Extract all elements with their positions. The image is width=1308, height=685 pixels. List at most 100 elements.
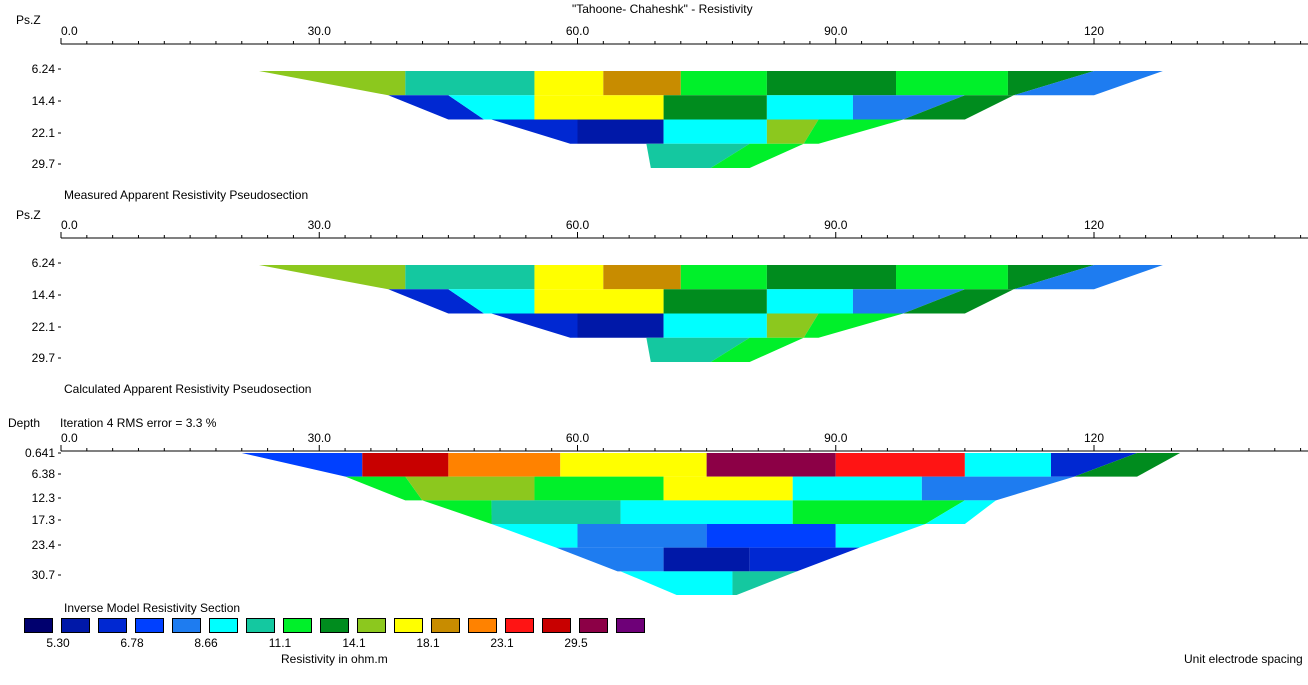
section-cell <box>896 265 1008 290</box>
x-tick-label: 60.0 <box>566 24 590 38</box>
section-2 <box>258 265 1163 362</box>
legend-swatch <box>209 618 238 633</box>
section-cell <box>964 453 1051 477</box>
section-cell <box>852 289 965 314</box>
section-cell <box>577 524 707 548</box>
section-cell <box>646 337 750 362</box>
section-cell <box>766 119 819 144</box>
y-tick-label: 0.641 <box>25 446 55 460</box>
y-tick-label: 14.4 <box>32 94 56 108</box>
section-cell <box>663 289 767 314</box>
x-tick-label: 0.0 <box>61 431 78 445</box>
legend-title: Resistivity in ohm.m <box>281 652 388 666</box>
iteration-text: Iteration 4 RMS error = 3.3 % <box>60 416 217 430</box>
y-tick-label: 23.4 <box>32 538 56 552</box>
legend-swatch <box>468 618 497 633</box>
x-tick-label: 120 <box>1084 431 1104 445</box>
section-cell <box>766 95 853 120</box>
y-tick-label: 29.7 <box>32 351 56 365</box>
panel1-caption: Measured Apparent Resistivity Pseudosect… <box>64 188 309 202</box>
section-cell <box>491 313 578 338</box>
section-cell <box>803 313 904 338</box>
section-cell <box>258 265 406 290</box>
section-cell <box>663 95 767 120</box>
section-cell <box>803 119 904 144</box>
section-cell <box>491 500 621 524</box>
section-cell <box>388 289 485 314</box>
section-cell <box>388 95 485 120</box>
section-cell <box>405 476 535 501</box>
x-tick-label: 30.0 <box>308 24 332 38</box>
y-tick-label: 22.1 <box>32 320 56 334</box>
section-cell <box>1007 265 1094 290</box>
section-cell <box>577 313 664 338</box>
section-cell <box>710 337 804 362</box>
legend-swatch <box>61 618 90 633</box>
x-tick-label: 120 <box>1084 218 1104 232</box>
panel3-depth-label: Depth <box>8 416 41 430</box>
section-cell <box>1050 453 1138 477</box>
section-cell <box>448 95 535 120</box>
section-cell <box>792 500 965 524</box>
section-cell <box>1013 71 1163 96</box>
legend-swatch <box>172 618 201 633</box>
section-cell <box>241 453 363 477</box>
section-cell <box>603 71 681 96</box>
section-cell <box>362 453 449 477</box>
section-cell <box>766 313 819 338</box>
section-cell <box>1013 265 1163 290</box>
footer-note: Unit electrode spacing <box>1184 652 1303 666</box>
legend-label: 18.1 <box>416 636 440 650</box>
legend-swatch <box>98 618 127 633</box>
section-cell <box>534 265 604 290</box>
section-cell <box>903 95 1014 120</box>
section-cell <box>680 265 767 290</box>
x-tick-label: 90.0 <box>824 218 848 232</box>
x-tick-label: 30.0 <box>308 431 332 445</box>
legend-swatch <box>616 618 645 633</box>
section-cell <box>491 524 578 548</box>
section-cell <box>680 71 767 96</box>
y-tick-label: 12.3 <box>32 491 56 505</box>
legend-label: 14.1 <box>342 636 366 650</box>
legend-label: 29.5 <box>564 636 588 650</box>
legend-swatch <box>135 618 164 633</box>
section-cell <box>620 500 793 524</box>
section-cell <box>422 500 492 524</box>
section-cell <box>749 547 860 572</box>
section-cell <box>345 476 423 501</box>
section-cell <box>258 71 406 96</box>
section-cell <box>534 476 664 501</box>
section-cell <box>896 71 1008 96</box>
y-tick-label: 14.4 <box>32 288 56 302</box>
section-cell <box>792 476 922 501</box>
y-tick-label: 22.1 <box>32 126 56 140</box>
legend-label: 23.1 <box>490 636 514 650</box>
section-3 <box>241 453 1181 595</box>
section-cell <box>766 265 897 290</box>
section-cell <box>663 119 767 144</box>
y-tick-label: 6.38 <box>32 467 56 481</box>
y-tick-label: 17.3 <box>32 513 56 527</box>
y-tick-label: 30.7 <box>32 568 56 582</box>
section-cell <box>663 547 750 572</box>
legend-swatch <box>542 618 571 633</box>
section-cell <box>903 289 1014 314</box>
legend-label: 8.66 <box>194 636 218 650</box>
section-1 <box>258 71 1163 168</box>
legend-swatch <box>320 618 349 633</box>
section-cell <box>663 476 793 501</box>
legend-label: 11.1 <box>268 636 292 650</box>
section-cell <box>646 143 750 168</box>
section-cell <box>405 265 535 290</box>
x-tick-label: 30.0 <box>308 218 332 232</box>
section-cell <box>706 524 836 548</box>
section-cell <box>663 313 767 338</box>
legend-swatch <box>24 618 53 633</box>
legend-swatch <box>283 618 312 633</box>
panel2-depth-label: Ps.Z <box>16 208 41 222</box>
section-cell <box>1007 71 1094 96</box>
section-cell <box>534 95 664 120</box>
panel3-caption: Inverse Model Resistivity Section <box>64 601 241 615</box>
